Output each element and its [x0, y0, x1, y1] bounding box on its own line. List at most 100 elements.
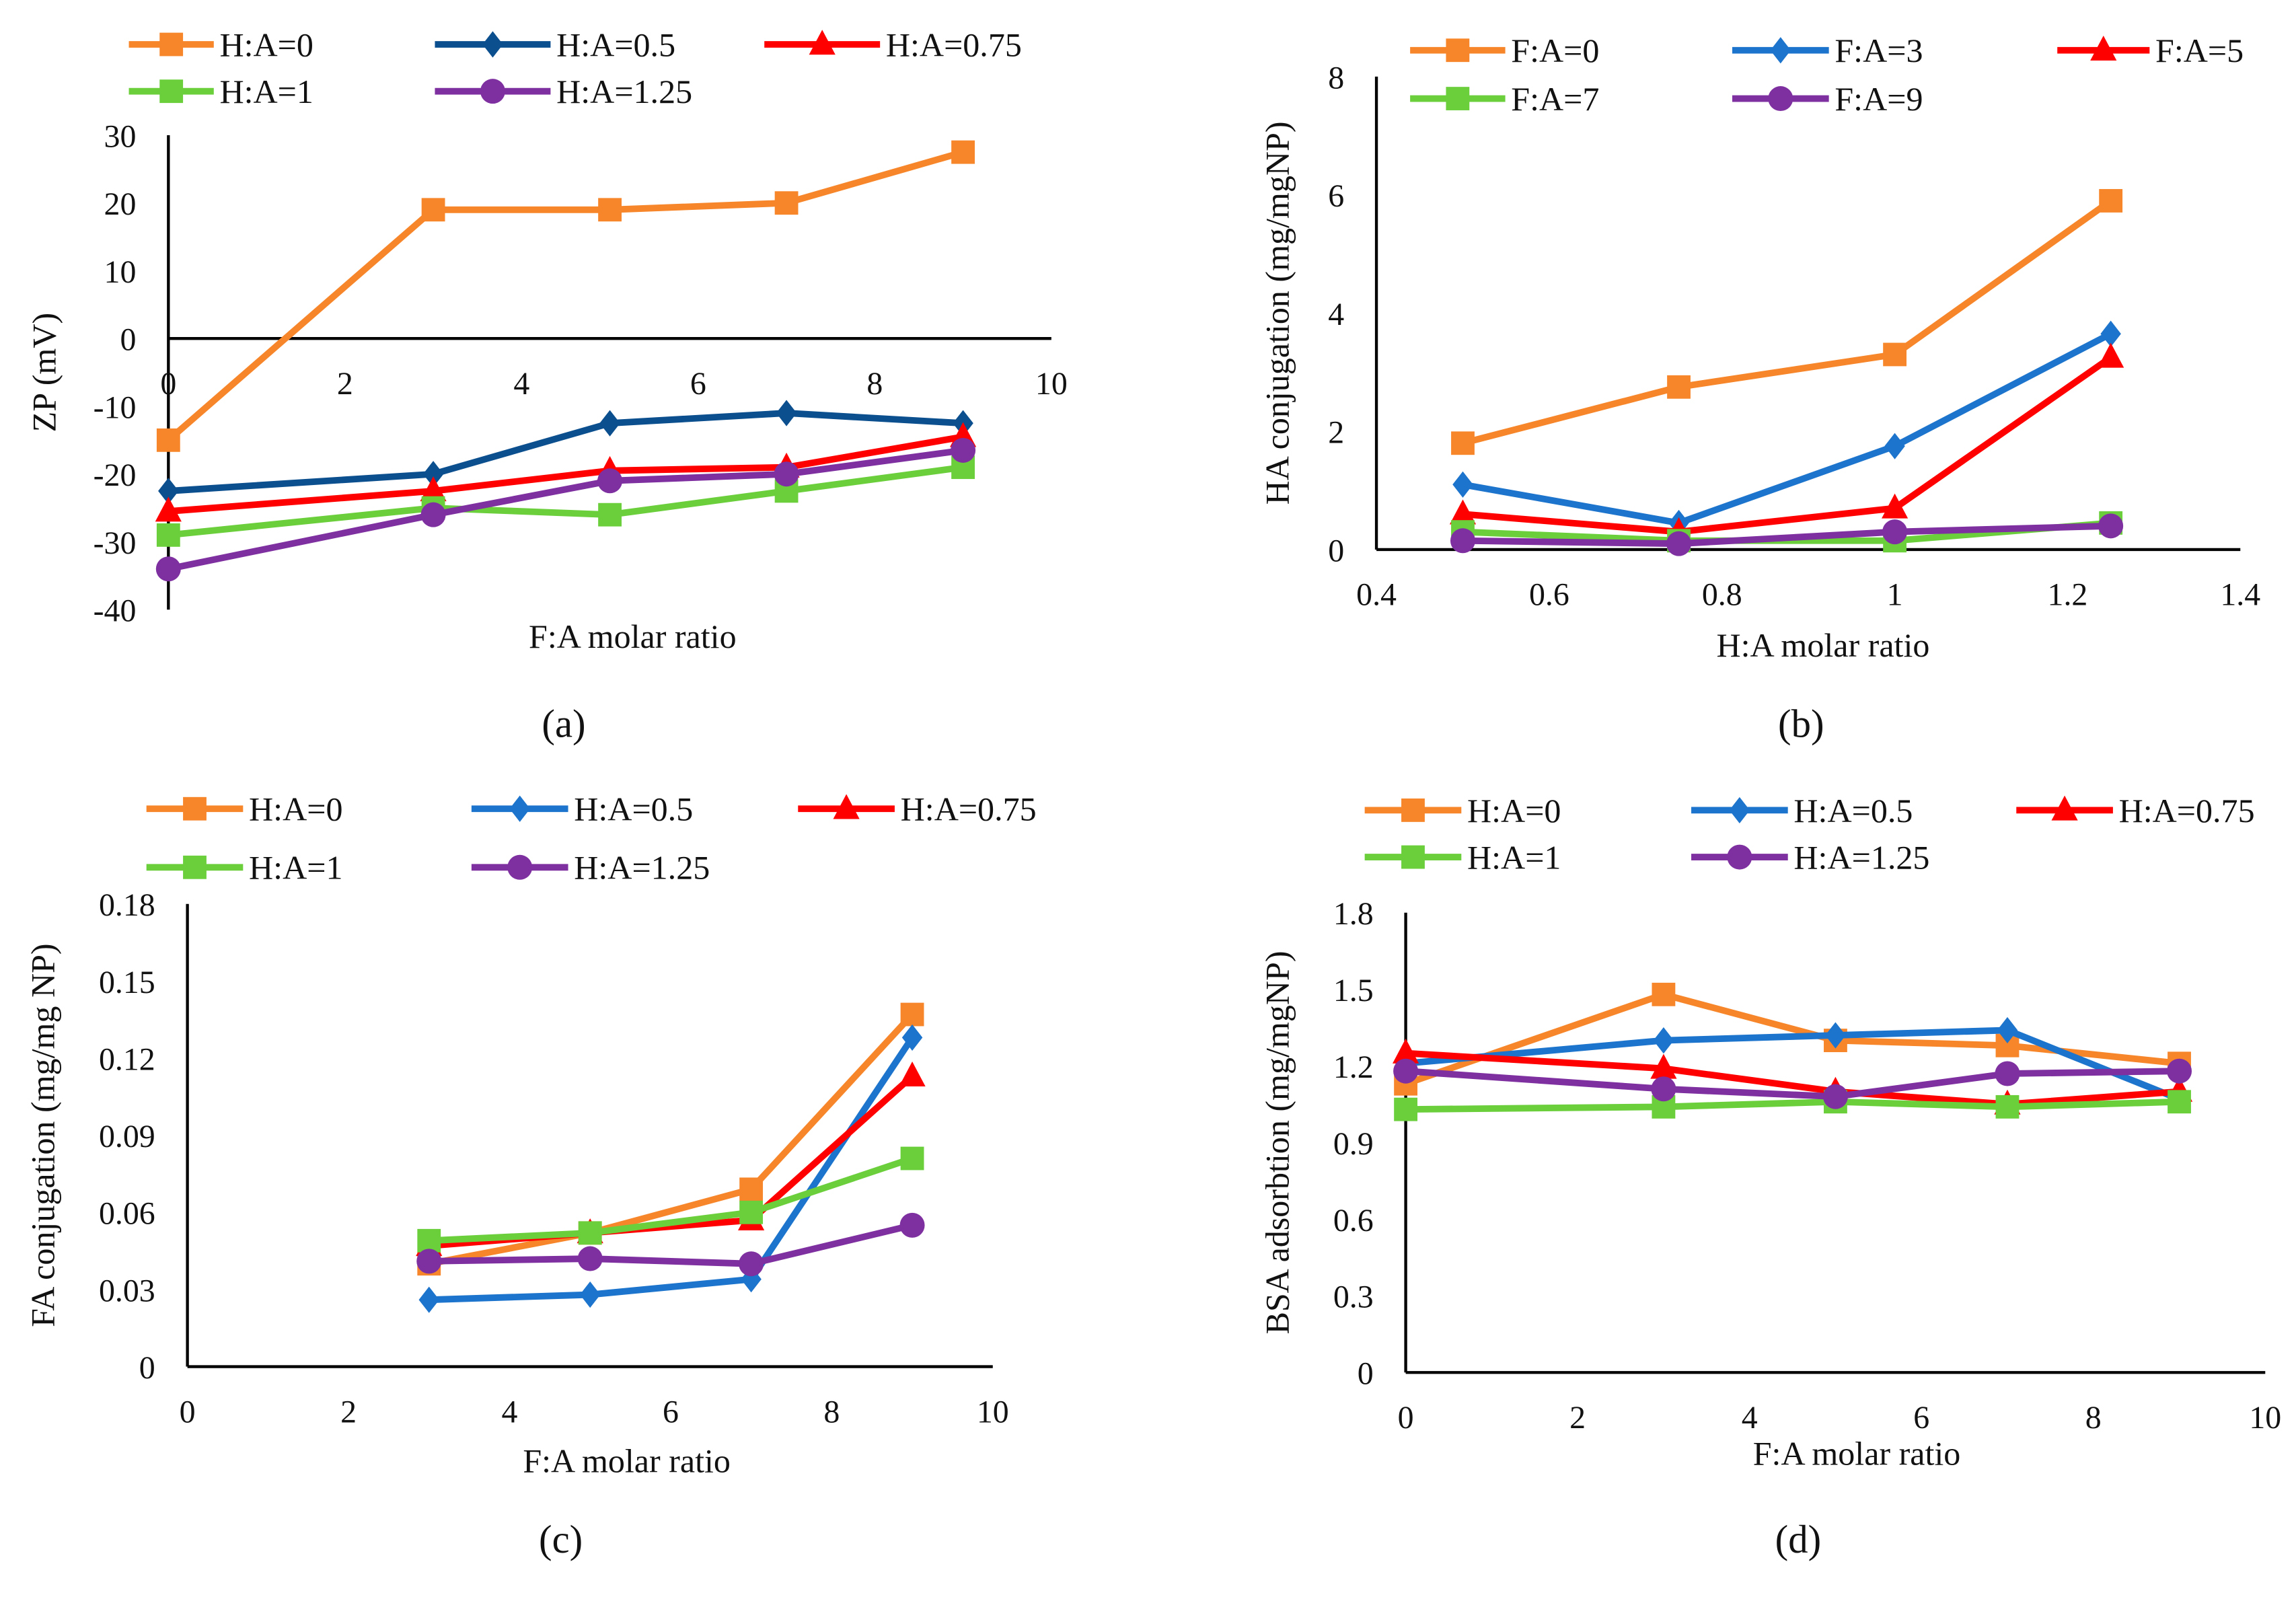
legend-item: H:A=1.25 — [471, 849, 710, 887]
legend-marker — [183, 855, 207, 879]
x-tick-label: 6 — [690, 366, 706, 402]
y-tick-label: 10 — [104, 254, 137, 290]
data-point — [156, 428, 180, 452]
chart-c: 0 0.03 0.06 0.09 0.12 0.15 0.18 0 2 4 6 8 10 F:A mola… — [24, 790, 1037, 1561]
data-point — [1393, 1058, 1419, 1084]
series-line — [1462, 522, 2111, 548]
x-axis-label: F:A molar ratio — [523, 1442, 731, 1479]
data-point — [774, 461, 799, 487]
legend-marker — [1729, 796, 1750, 824]
legend-item: H:A=0.75 — [764, 26, 1022, 63]
x-tick-label: 10 — [977, 1394, 1009, 1429]
legend-item: F:A=7 — [1410, 80, 1599, 118]
y-axis-label: BSA adsorbtion (mg/mgNP) — [1258, 951, 1296, 1334]
series-line — [429, 1035, 916, 1304]
legend-label: F:A=3 — [1835, 32, 1923, 69]
series-H-A-1 — [417, 1146, 924, 1253]
y-tick-label: 0.09 — [99, 1119, 155, 1154]
x-tick-label: 6 — [1913, 1400, 1929, 1436]
data-point — [1883, 342, 1907, 367]
data-point — [420, 502, 446, 527]
data-point — [2167, 1058, 2192, 1084]
y-tick-label: 0.15 — [99, 965, 155, 1000]
data-point — [1452, 471, 1473, 498]
x-axis-label: H:A molar ratio — [1716, 626, 1929, 664]
data-point — [597, 468, 623, 494]
y-axis-label: ZP (mV) — [26, 313, 63, 432]
data-point — [418, 1286, 439, 1313]
legend-label: H:A=0.5 — [1793, 792, 1913, 829]
legend-label: H:A=1.25 — [556, 73, 692, 110]
data-point — [900, 1146, 924, 1171]
series-H-A-0 — [156, 140, 975, 452]
y-tick-label: -30 — [94, 525, 137, 561]
legend-label: H:A=0 — [1467, 792, 1561, 829]
data-point — [1450, 528, 1475, 554]
data-point — [420, 476, 447, 502]
y-tick-label: 1.2 — [1333, 1049, 1374, 1085]
legend-marker — [2051, 795, 2078, 821]
legend-item: H:A=0.75 — [2016, 792, 2255, 829]
legend-marker — [480, 79, 505, 104]
series-line — [168, 447, 964, 572]
data-point — [739, 1200, 764, 1224]
legend-item: F:A=0 — [1410, 32, 1599, 69]
legend-item: H:A=0.75 — [798, 790, 1037, 828]
legend-label: H:A=1 — [1467, 838, 1561, 876]
y-tick-label: 0.18 — [99, 887, 155, 923]
x-tick-label: 8 — [866, 366, 883, 402]
y-tick-label: 0.06 — [99, 1196, 155, 1232]
legend-item: H:A=0 — [146, 790, 342, 828]
data-point — [899, 1061, 926, 1086]
data-point — [776, 400, 797, 426]
data-point — [158, 478, 179, 505]
y-tick-label: 8 — [1328, 60, 1344, 96]
data-point — [1651, 1076, 1676, 1102]
data-point — [1451, 431, 1475, 455]
legend-item: H:A=0.5 — [1691, 792, 1913, 829]
series-line — [1462, 355, 2113, 535]
y-tick-label: 20 — [104, 186, 137, 222]
legend-label: H:A=1.25 — [1793, 838, 1929, 876]
data-point — [1825, 1022, 1846, 1049]
legend-marker — [2090, 35, 2117, 61]
data-point — [577, 1246, 603, 1271]
legend-label: H:A=0 — [219, 26, 313, 63]
legend-label: F:A=5 — [2155, 32, 2244, 69]
data-point — [1449, 499, 1477, 525]
data-point — [579, 1281, 601, 1308]
chart-d: 0 0.3 0.6 0.9 1.2 1.5 1.8 0 2 4 6 8 10 F:A molar rati… — [1258, 792, 2281, 1561]
data-point — [156, 523, 180, 547]
series-line — [168, 433, 964, 515]
x-tick-label: 0.8 — [1702, 577, 1742, 613]
legend-marker — [833, 794, 860, 819]
data-point — [1822, 1084, 1848, 1109]
data-point — [2100, 320, 2121, 347]
legend-label: H:A=0.5 — [556, 26, 675, 63]
data-point — [1394, 1097, 1418, 1121]
panel-label: (a) — [542, 702, 585, 746]
series-line — [428, 1012, 915, 1267]
legend-marker — [159, 79, 184, 104]
legend-marker — [1401, 845, 1425, 869]
x-axis-label: F:A molar ratio — [529, 618, 737, 655]
data-point — [951, 437, 976, 463]
data-point — [1995, 1061, 2020, 1086]
series-line — [1462, 330, 2112, 527]
legend-marker — [1401, 798, 1425, 822]
legend-marker — [809, 30, 836, 55]
y-tick-label: 4 — [1328, 297, 1344, 332]
legend-marker — [509, 795, 530, 822]
series-line — [1462, 198, 2113, 447]
y-tick-label: -10 — [94, 389, 137, 425]
data-point — [155, 556, 181, 582]
panel-label: (d) — [1775, 1518, 1822, 1561]
series-line — [166, 149, 964, 443]
y-tick-label: 0.3 — [1333, 1279, 1374, 1315]
series-H-A-0.75 — [416, 1061, 926, 1257]
legend-item: H:A=0 — [1364, 792, 1561, 829]
data-point — [155, 496, 182, 522]
chart-b: 0 2 4 6 8 0.4 0.6 0.8 1 1.2 1.4 H:A molar ratio HA c… — [1258, 32, 2260, 745]
series-H-A-1.25 — [1393, 1058, 2192, 1109]
data-point — [422, 461, 444, 488]
